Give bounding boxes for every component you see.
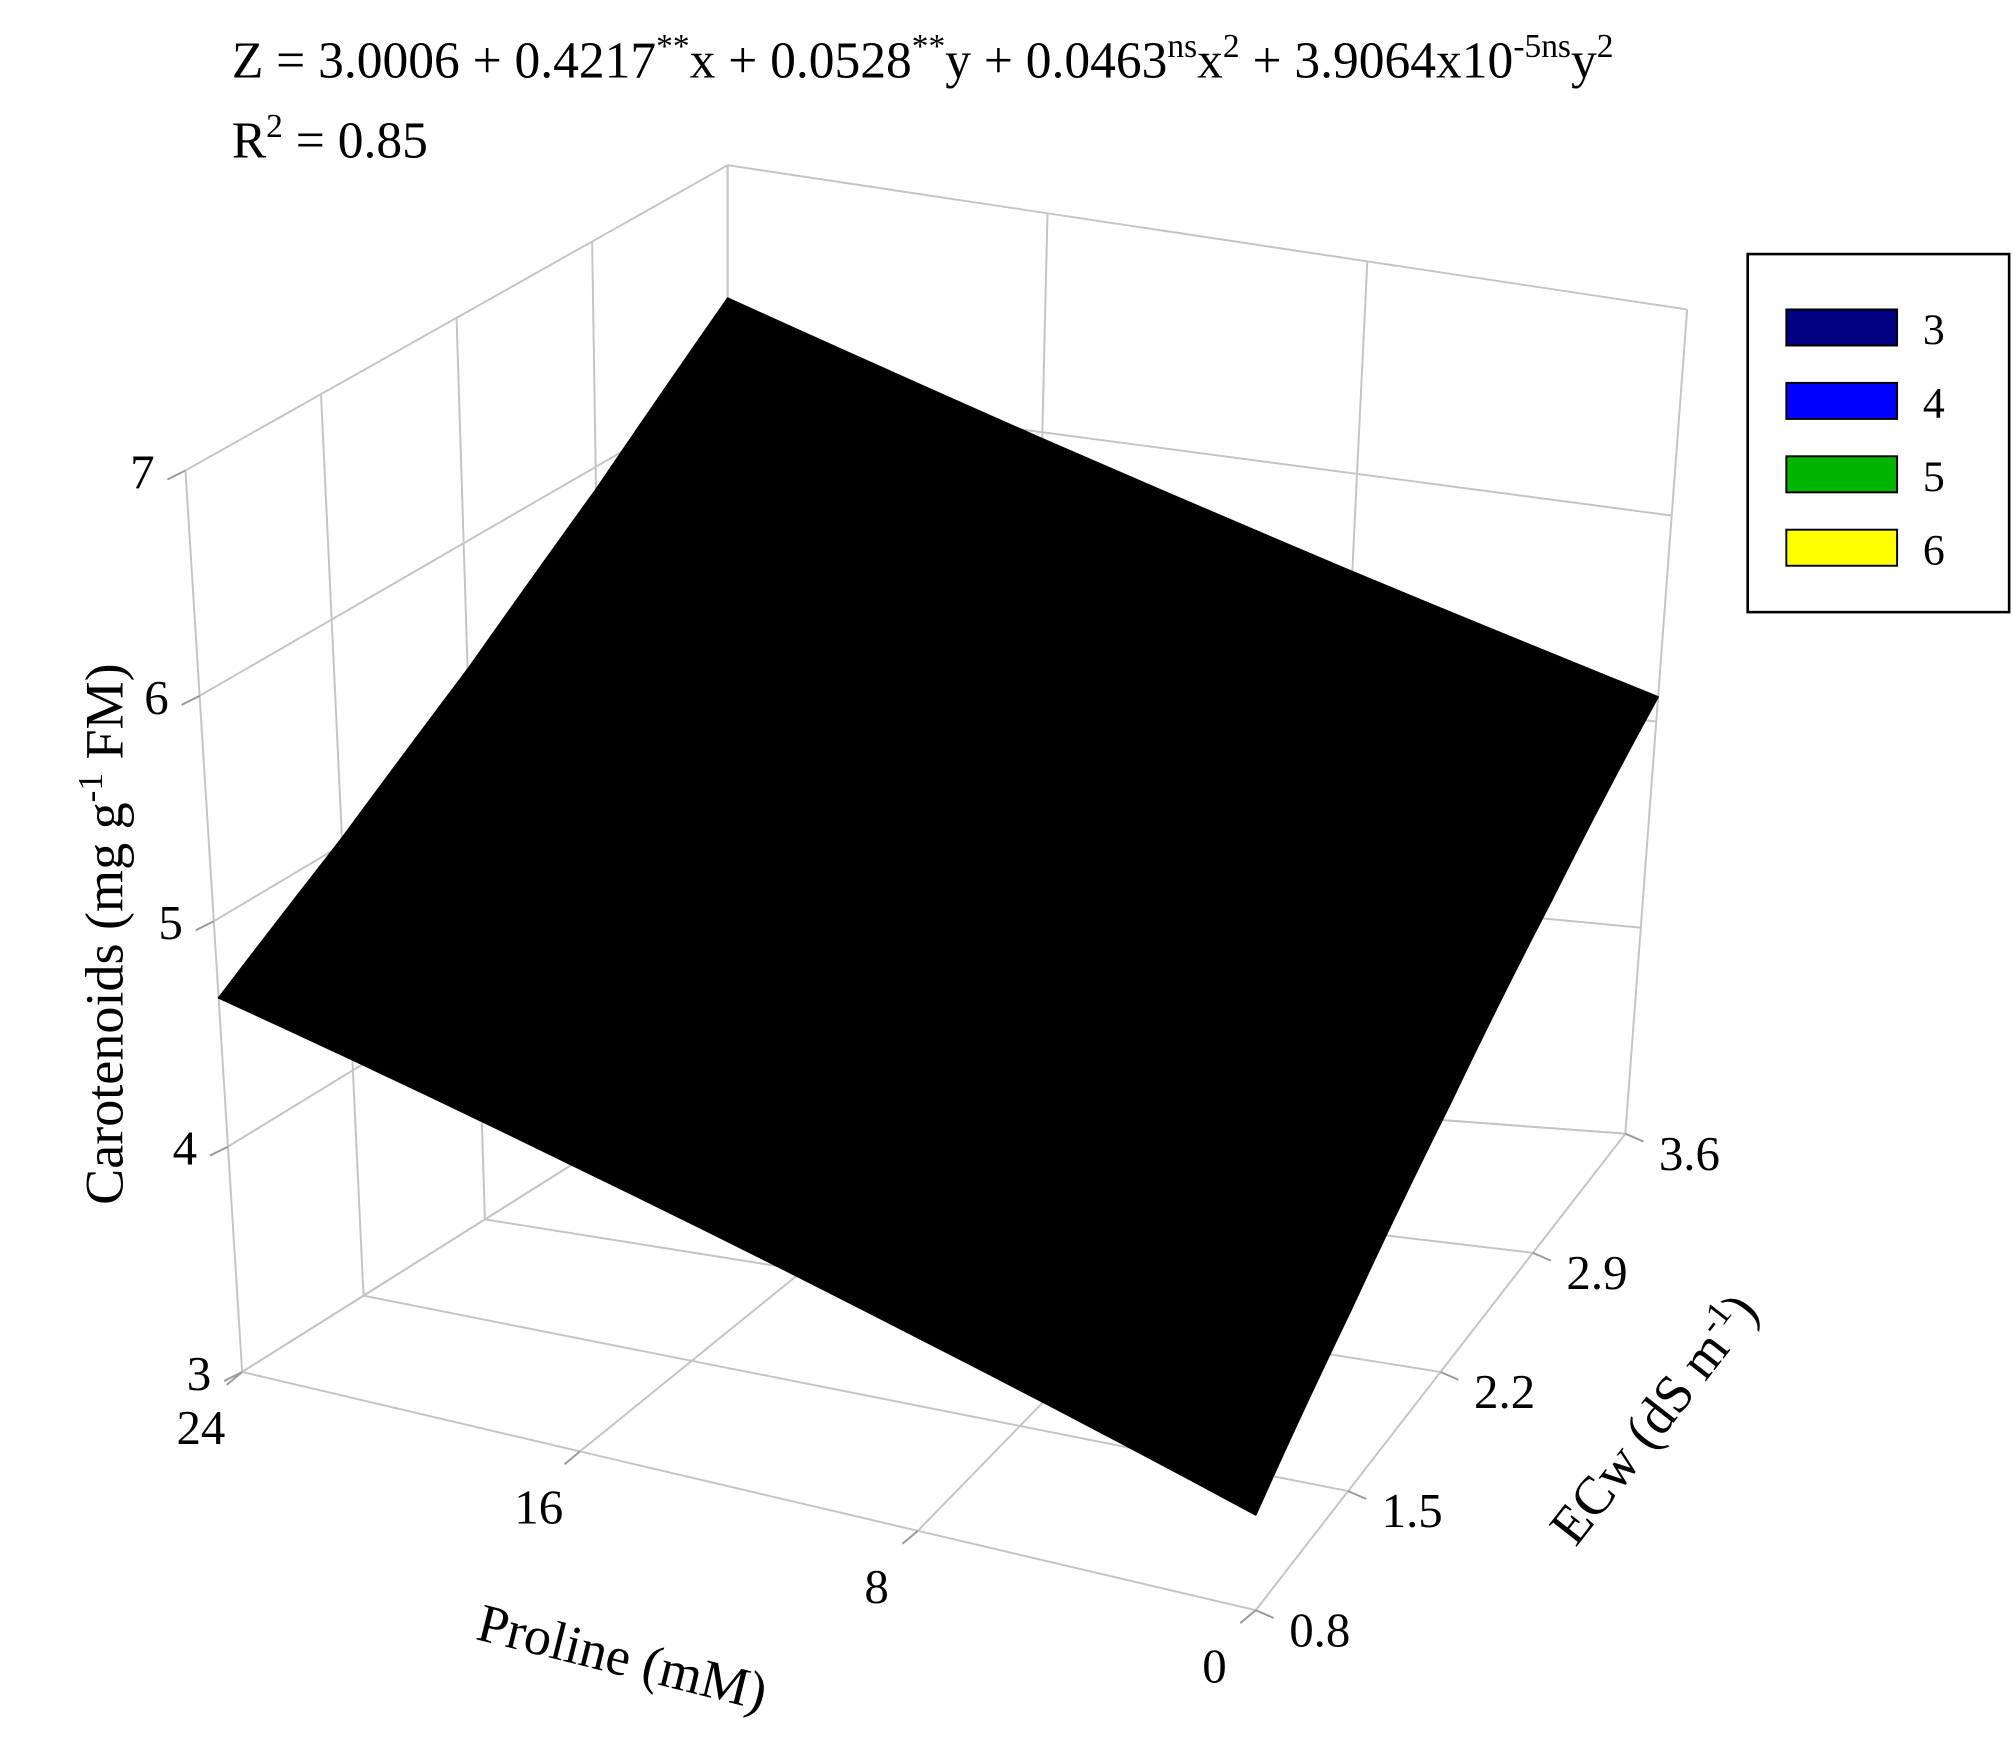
z-tick [166,469,186,481]
legend-label: 6 [1923,526,1945,574]
y-tick [1532,1251,1552,1262]
surface-cell [1186,1436,1276,1516]
y-tick [1440,1371,1459,1381]
y-tick [1255,1609,1275,1619]
chart-title-part: y + 0.0463 [945,33,1167,90]
z-tick [195,920,215,932]
y-tick-label: 1.5 [1382,1483,1443,1538]
y-axis-title: ECw (dS m-1) [1535,1280,1770,1555]
x-tick [563,1450,581,1466]
chart-title: Z = 3.0006 + 0.4217**x + 0.0528**y + 0.0… [232,28,1614,90]
z-tick-label: 7 [130,444,154,499]
floor-grid-line [241,1371,1256,1612]
chart-subtitle-part: = 0.85 [283,112,428,169]
z-tick-label: 4 [173,1121,197,1176]
legend-swatch [1785,455,1899,494]
chart-title-part: ** [656,28,689,65]
x-tick [226,1371,243,1386]
y-tick-label: 2.9 [1566,1245,1627,1300]
y-tick [1347,1490,1367,1500]
legend-swatch [1785,308,1899,347]
y-tick [1624,1132,1644,1143]
chart-title-part: 2 [1597,28,1614,65]
chart-subtitle-part: 2 [266,108,283,145]
z-tick-label: 5 [158,895,182,950]
chart-title-part: Z = 3.0006 + 0.4217 [232,33,656,90]
y-axis-title-part: ECw (dS m [1538,1320,1741,1556]
x-tick-label: 16 [514,1480,563,1535]
y-tick-label: 2.2 [1474,1364,1535,1419]
z-tick-label: 6 [144,670,168,725]
z-tick-label: 3 [187,1346,211,1401]
chart-title-part: + 3.9064x10 [1240,33,1514,90]
chart-subtitle: R2 = 0.85 [232,108,428,170]
x-axis-title: Proline (mM) [472,1592,774,1722]
z-tick [209,1145,229,1157]
chart-title-part: -5ns [1513,28,1571,65]
z-axis-title-part: -1 [71,773,110,802]
z-tick [181,694,201,706]
y-tick-label: 3.6 [1659,1126,1720,1181]
chart-title-part: x + 0.0528 [690,33,912,90]
x-tick [901,1530,919,1545]
chart-title-part: ns [1167,28,1197,65]
legend-swatch [1785,381,1899,420]
z-axis-title: Carotenoids (mg g-1 FM) [71,663,135,1205]
legend-label: 5 [1923,453,1945,501]
chart-title-part: x [1197,33,1223,90]
chart-subtitle-part: R [232,112,267,169]
chart-title-part: ** [912,28,945,65]
legend-swatch [1785,528,1899,567]
z-axis-title-part: Carotenoids (mg g [74,802,134,1205]
wall-grid-line [184,164,729,472]
legend-label: 4 [1923,380,1945,428]
y-tick-label: 0.8 [1289,1602,1350,1657]
wall-grid-line [727,164,1688,311]
chart-title-part: y [1571,33,1597,90]
x-tick [1239,1609,1257,1624]
x-tick-label: 0 [1202,1638,1226,1693]
x-tick-label: 8 [864,1559,888,1614]
z-axis-title-part: FM) [74,663,134,773]
x-tick-label: 24 [176,1400,225,1455]
legend-label: 3 [1923,306,1945,354]
chart-title-part: 2 [1223,28,1240,65]
